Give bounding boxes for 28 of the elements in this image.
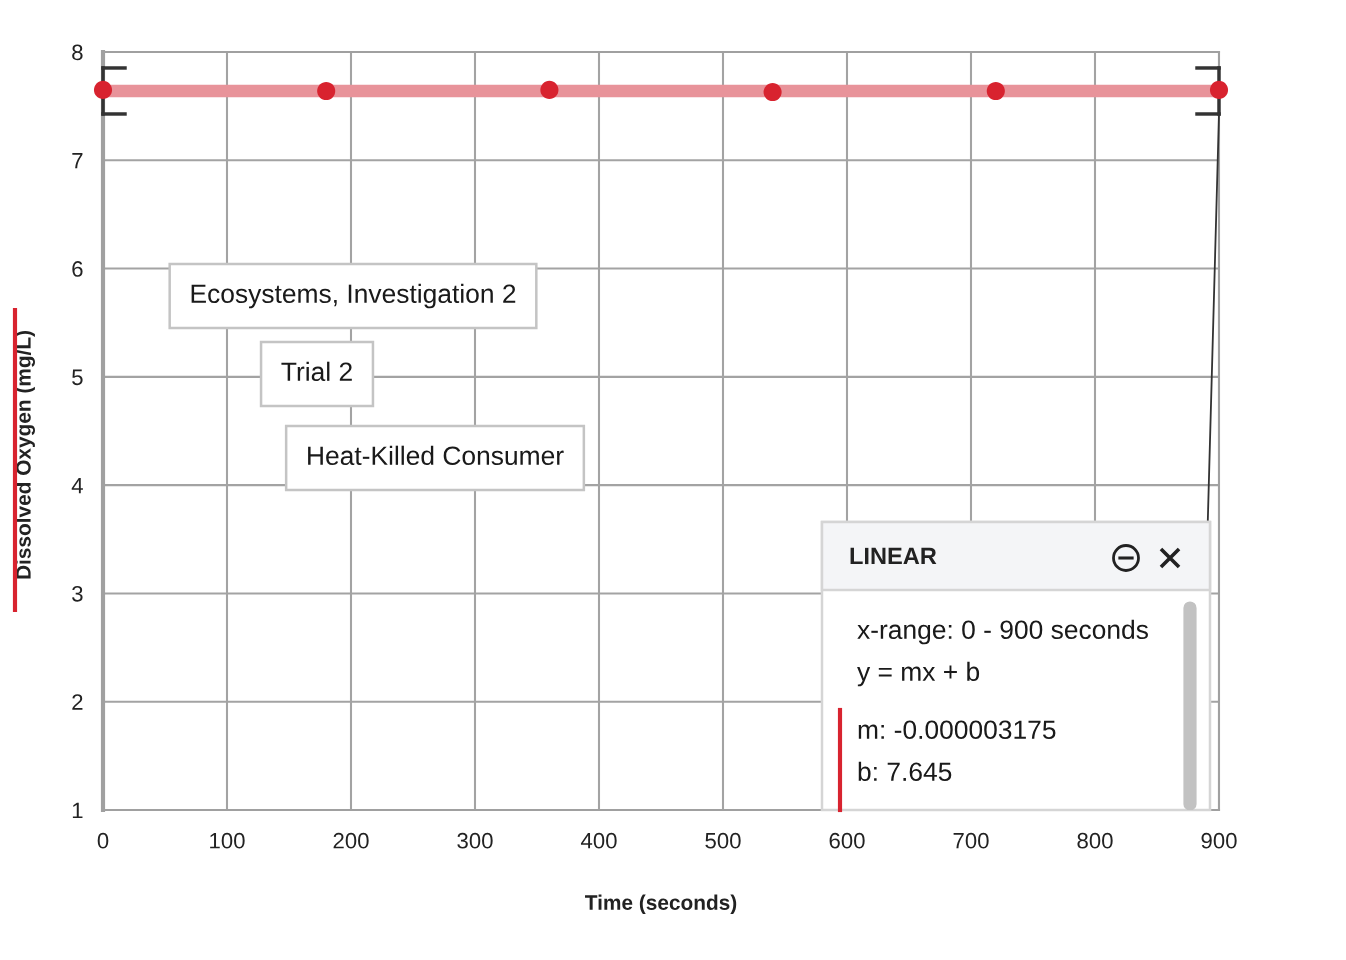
y-axis-title: Dissolved Oxygen (mg/L) — [15, 331, 35, 579]
x-tick-label: 600 — [829, 832, 865, 849]
y-tick-label: 7 — [72, 153, 83, 169]
x-tick-label: 0 — [97, 832, 109, 849]
annotation: m: -0.000003175 — [858, 720, 1056, 740]
x-tick-label: 800 — [1077, 832, 1113, 849]
y-tick-label: 3 — [72, 585, 83, 602]
x-axis-title: Time (seconds) — [585, 894, 737, 915]
y-tick-label: 6 — [72, 261, 83, 277]
y-tick-label: 2 — [72, 694, 83, 710]
x-tick-label: 400 — [580, 832, 617, 849]
x-tick-label: 500 — [705, 832, 741, 849]
annotation: b: 7.645 — [858, 761, 952, 782]
x-tick-label: 700 — [953, 832, 989, 849]
y-tick-label: 1 — [72, 802, 83, 819]
annotation: LINEAR — [850, 547, 937, 565]
x-tick-label: 900 — [1201, 832, 1237, 849]
x-tick-label: 100 — [210, 832, 245, 849]
y-tick-label: 4 — [71, 477, 83, 494]
text: Trial 2 — [281, 361, 352, 382]
text: Ecosystems, Investigation 2 — [191, 283, 516, 309]
x-tick-label: 300 — [457, 832, 493, 849]
x-tick-label: 200 — [333, 832, 369, 849]
annotation: x-range: 0 - 900 seconds — [857, 619, 1148, 645]
annotation: Heat-Killed Consumer — [308, 445, 564, 466]
y-tick-label: 8 — [72, 44, 83, 61]
annotation: y = mx + b — [857, 661, 980, 687]
y-tick-label: 5 — [72, 369, 83, 386]
